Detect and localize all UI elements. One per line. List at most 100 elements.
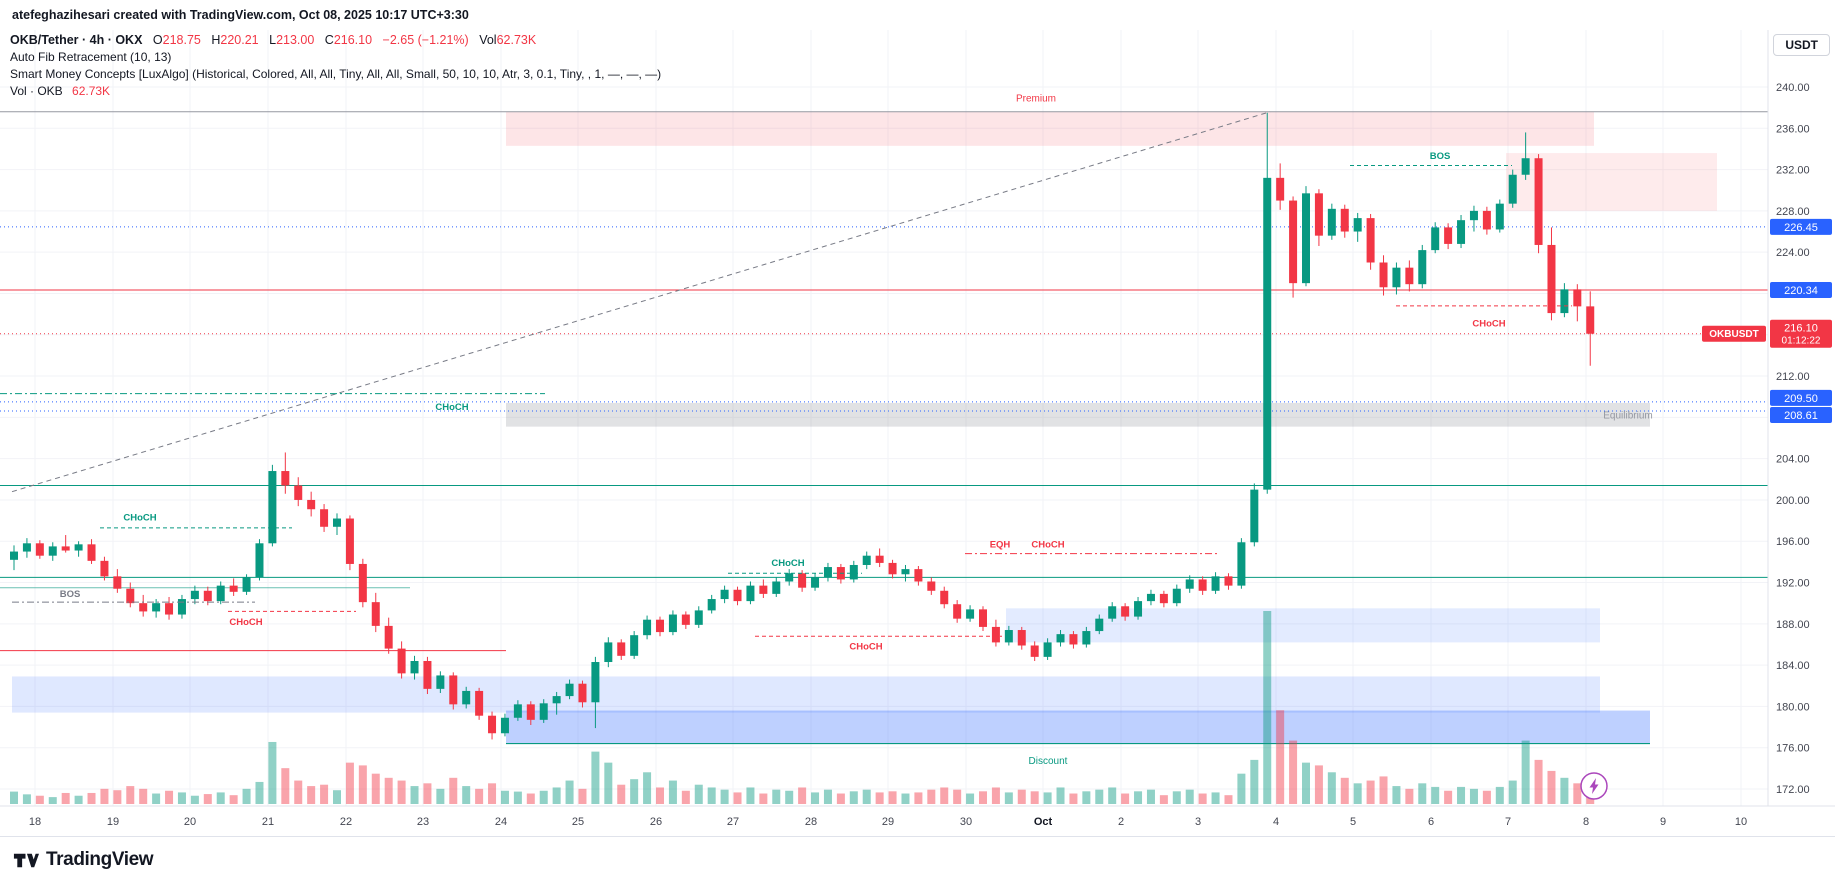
svg-text:18: 18: [29, 816, 41, 828]
svg-text:4: 4: [1273, 816, 1279, 828]
fib-indicator-title: Auto Fib Retracement (10, 13): [10, 50, 172, 64]
svg-text:192.00: 192.00: [1776, 578, 1810, 590]
tradingview-brand-text[interactable]: TradingView: [46, 849, 154, 870]
demand-order-block-wide: [12, 676, 1600, 713]
chart-area: CHoCH BOS CHoCH CHoCH CHoCH CHoCH EQH CHoCH BOS C…: [0, 30, 1835, 836]
volume-label: Vol: [479, 33, 497, 47]
current-price-badge: [1770, 319, 1832, 348]
svg-text:228.00: 228.00: [1776, 206, 1810, 218]
smc-indicator-row: Smart Money Concepts [LuxAlgo] (Historic…: [10, 66, 661, 83]
svg-text:196.00: 196.00: [1776, 536, 1810, 548]
attribution-text: atefeghazihesari created with TradingVie…: [12, 8, 469, 22]
svg-text:172.00: 172.00: [1776, 784, 1810, 796]
svg-text:Equilibrium: Equilibrium: [1603, 410, 1652, 421]
svg-text:176.00: 176.00: [1776, 743, 1810, 755]
svg-text:22: 22: [340, 816, 352, 828]
svg-text:Discount: Discount: [1029, 756, 1068, 767]
svg-text:30: 30: [960, 816, 972, 828]
svg-text:5: 5: [1350, 816, 1356, 828]
svg-text:CHoCH: CHoCH: [123, 512, 156, 523]
demand-order-block-mid: [1006, 608, 1600, 643]
svg-text:226.45: 226.45: [1784, 222, 1818, 234]
volume-indicator-value: 62.73K: [72, 84, 111, 98]
svg-text:CHoCH: CHoCH: [771, 558, 804, 569]
svg-text:232.00: 232.00: [1776, 165, 1810, 177]
svg-text:27: 27: [727, 816, 739, 828]
svg-text:3: 3: [1195, 816, 1201, 828]
svg-text:26: 26: [650, 816, 662, 828]
svg-text:CHoCH: CHoCH: [849, 642, 882, 653]
svg-text:240.00: 240.00: [1776, 82, 1810, 94]
svg-text:204.00: 204.00: [1776, 454, 1810, 466]
volume-indicator-row: Vol · OKB 62.73K: [10, 83, 661, 100]
high-label: H: [211, 33, 221, 47]
svg-text:CHoCH: CHoCH: [229, 617, 262, 628]
price-axis[interactable]: 240.00 236.00 232.00 228.00 224.00 212.00 204.…: [1702, 30, 1835, 806]
svg-text:224.00: 224.00: [1776, 247, 1810, 259]
low-label: L: [269, 33, 277, 47]
tradingview-logo-icon[interactable]: [12, 847, 39, 874]
chart-canvas[interactable]: CHoCH BOS CHoCH CHoCH CHoCH CHoCH EQH CHoCH BOS C…: [0, 30, 1835, 836]
symbol-legend-row: OKB/Tether · 4h · OKX O218.75 H220.21 L2…: [10, 32, 661, 49]
badge-220-34: [1770, 281, 1832, 298]
equilibrium-zone: [506, 402, 1650, 427]
svg-text:7: 7: [1505, 816, 1511, 828]
svg-text:CHoCH: CHoCH: [1472, 318, 1505, 329]
svg-text:25: 25: [572, 816, 584, 828]
low-value: 213.00: [276, 33, 315, 47]
badge-209-50: [1770, 389, 1832, 406]
svg-text:BOS: BOS: [1430, 151, 1451, 162]
volume-bars: [10, 611, 1595, 804]
svg-text:BOS: BOS: [60, 589, 81, 600]
symbol-price-pill: [1702, 325, 1766, 342]
svg-text:236.00: 236.00: [1776, 123, 1810, 135]
volume-indicator-title: Vol · OKB: [10, 84, 63, 98]
svg-text:20: 20: [184, 816, 196, 828]
volume-value: 62.73K: [496, 33, 537, 47]
svg-text:23: 23: [417, 816, 429, 828]
svg-text:Oct: Oct: [1034, 816, 1053, 828]
svg-text:212.00: 212.00: [1776, 371, 1810, 383]
open-label: O: [152, 33, 163, 47]
close-value: 216.10: [333, 33, 373, 47]
chart-grid: [0, 30, 1768, 806]
svg-text:6: 6: [1428, 816, 1434, 828]
svg-text:24: 24: [495, 816, 507, 828]
svg-text:200.00: 200.00: [1776, 495, 1810, 507]
lightning-icon: [1589, 778, 1599, 794]
high-value: 220.21: [220, 33, 259, 47]
svg-text:OKBUSDT: OKBUSDT: [1709, 329, 1758, 340]
premium-zone: [506, 111, 1594, 146]
svg-text:208.61: 208.61: [1784, 410, 1818, 422]
currency-toggle-button[interactable]: USDT: [1773, 34, 1830, 56]
svg-text:CHoCH: CHoCH: [1031, 539, 1064, 550]
svg-text:8: 8: [1583, 816, 1589, 828]
smc-indicator-title: Smart Money Concepts [LuxAlgo] (Historic…: [10, 67, 662, 81]
smc-structure-labels: CHoCH BOS CHoCH CHoCH CHoCH CHoCH EQH CHoCH BOS C…: [0, 93, 1653, 767]
svg-text:180.00: 180.00: [1776, 701, 1810, 713]
symbol-title: OKB/Tether · 4h · OKX: [10, 33, 143, 47]
svg-text:CHoCH: CHoCH: [435, 402, 468, 413]
svg-text:220.34: 220.34: [1784, 285, 1818, 297]
change-value: −2.65 (−1.21%): [382, 33, 469, 47]
footer-bar: TradingView: [0, 836, 1835, 883]
fib-indicator-row: Auto Fib Retracement (10, 13): [10, 49, 661, 66]
svg-text:188.00: 188.00: [1776, 619, 1810, 631]
svg-text:184.00: 184.00: [1776, 660, 1810, 672]
svg-text:2: 2: [1118, 816, 1124, 828]
time-axis[interactable]: 18 19 20 21 22 23 24 25 26 27 28 29 30 Oct 2 3 4 5 6 7 8 9 10: [0, 805, 1835, 828]
svg-text:9: 9: [1660, 816, 1666, 828]
boost-button[interactable]: [1580, 772, 1608, 800]
candlesticks: [10, 112, 1595, 740]
svg-text:19: 19: [107, 816, 119, 828]
svg-text:21: 21: [262, 816, 274, 828]
badge-226-45: [1770, 218, 1832, 235]
attribution-bar: atefeghazihesari created with TradingVie…: [0, 0, 1835, 30]
svg-text:Premium: Premium: [1016, 93, 1056, 104]
badge-208-61: [1770, 407, 1832, 424]
close-label: C: [324, 33, 334, 47]
svg-text:28: 28: [805, 816, 817, 828]
fib-trendline: [11, 111, 1271, 493]
svg-text:216.10: 216.10: [1784, 323, 1818, 335]
svg-text:29: 29: [882, 816, 894, 828]
